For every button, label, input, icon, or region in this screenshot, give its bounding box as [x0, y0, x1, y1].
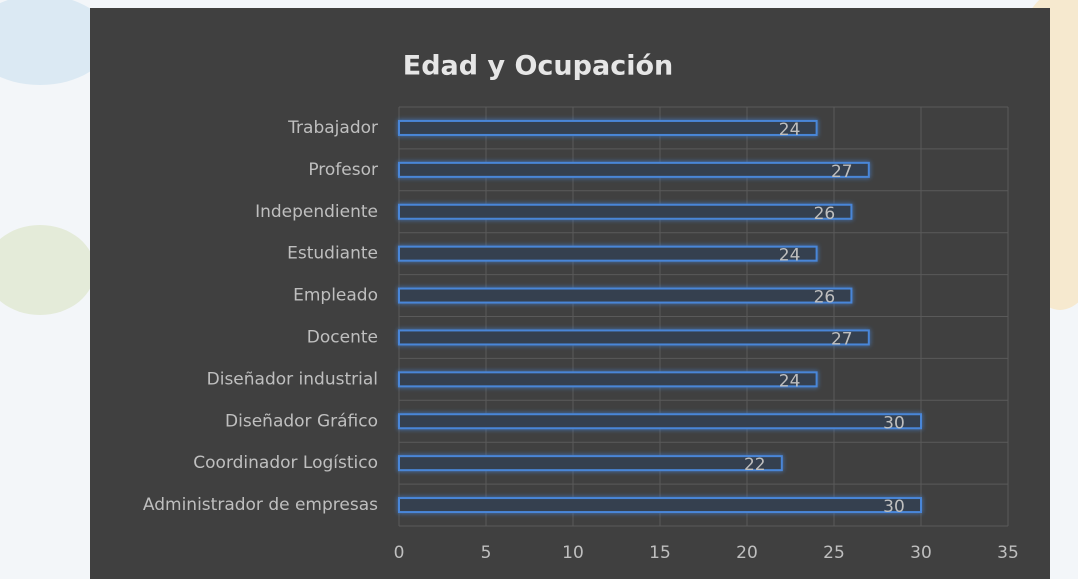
x-tick-label: 25 [823, 543, 845, 563]
y-tick-label: Profesor [308, 160, 378, 180]
x-tick-label: 30 [910, 543, 932, 563]
data-label: 27 [831, 162, 853, 182]
data-label: 22 [744, 455, 766, 475]
bar [398, 245, 818, 262]
y-tick-label: Coordinador Logístico [193, 453, 378, 473]
bar [398, 287, 853, 304]
bar [398, 497, 922, 514]
y-tick-label: Estudiante [287, 244, 378, 264]
data-label: 27 [831, 329, 853, 349]
bar [398, 371, 818, 388]
data-label: 24 [779, 120, 801, 140]
background-shape [0, 225, 95, 315]
data-label: 24 [779, 246, 801, 266]
y-tick-label: Administrador de empresas [143, 495, 378, 515]
data-label: 26 [814, 288, 836, 308]
x-tick-label: 20 [736, 543, 758, 563]
y-tick-label: Diseñador industrial [207, 369, 378, 389]
y-tick-label: Docente [307, 327, 378, 347]
x-tick-label: 15 [649, 543, 671, 563]
x-tick-label: 35 [997, 543, 1019, 563]
x-tick-label: 0 [394, 543, 405, 563]
bar [398, 203, 853, 220]
y-tick-label: Trabajador [287, 118, 378, 138]
data-label: 26 [814, 204, 836, 224]
x-tick-label: 5 [481, 543, 492, 563]
data-label: 30 [883, 497, 905, 517]
background-shape [0, 0, 110, 85]
y-tick-label: Independiente [255, 202, 378, 222]
data-label: 24 [779, 371, 801, 391]
x-tick-label: 10 [562, 543, 584, 563]
chart-title: Edad y Ocupación [403, 51, 673, 82]
bar [398, 413, 922, 430]
bar [398, 119, 818, 136]
y-tick-label: Empleado [293, 286, 378, 306]
bar [398, 161, 870, 178]
y-tick-label: Diseñador Gráfico [225, 411, 378, 431]
bar [398, 455, 783, 472]
bar [398, 329, 870, 346]
data-label: 30 [883, 413, 905, 433]
